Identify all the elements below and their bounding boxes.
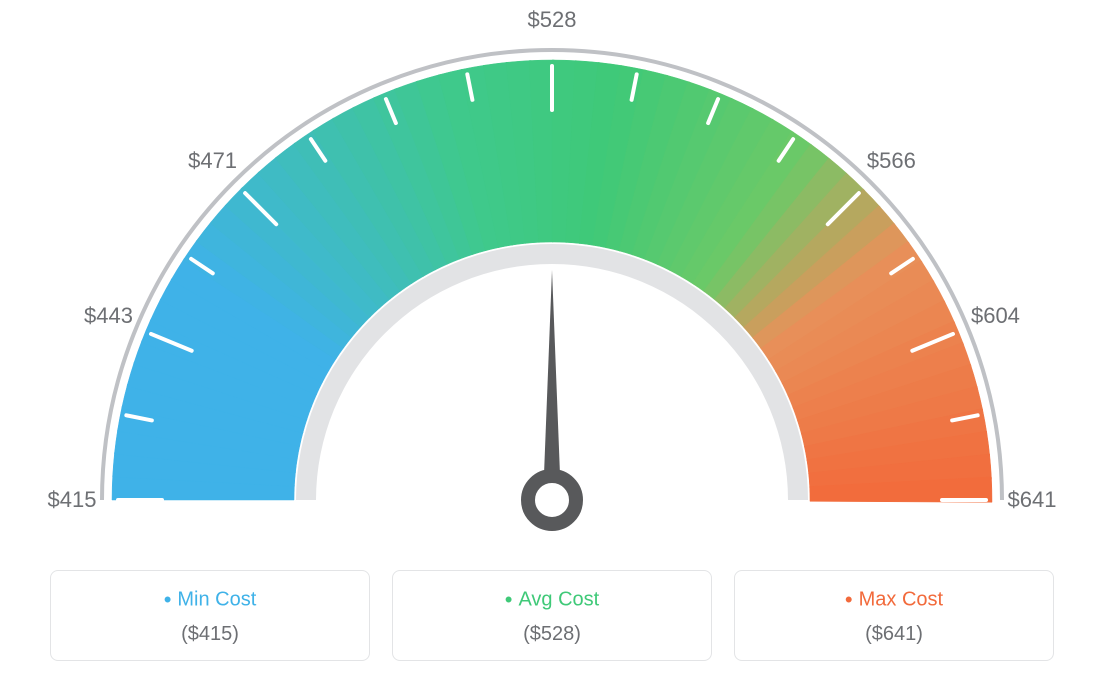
gauge-tick-label: $604 [971,303,1020,329]
gauge-tick-label: $471 [188,148,237,174]
legend-label-max: Max Cost [859,588,943,610]
legend-value-max: ($641) [745,623,1043,646]
legend-dot-avg: • [505,587,513,612]
legend-card-max: • Max Cost ($641) [734,570,1054,661]
legend-title-avg: •Avg Cost [403,587,701,613]
legend-label-min: Min Cost [177,588,256,610]
legend-row: •Min Cost ($415) •Avg Cost ($528) •Max C… [0,570,1104,661]
gauge-needle [543,270,561,500]
gauge-tick-label: $443 [84,303,133,329]
gauge-tick-label: $415 [48,487,97,513]
legend-dot-max: • [845,587,853,612]
legend-value-min: ($415) [61,623,359,646]
legend-dot-min: • [164,587,172,612]
gauge-tick-label: $641 [1008,487,1057,513]
legend-card-min: •Min Cost ($415) [50,570,370,661]
legend-value-avg: ($528) [403,623,701,646]
gauge-tick-label: $566 [867,148,916,174]
gauge-needle-hub [528,476,576,524]
gauge-tick-label: $528 [528,7,577,33]
legend-card-avg: •Avg Cost ($528) [392,570,712,661]
gauge-svg [0,0,1104,560]
legend-title-min: •Min Cost [61,587,359,613]
legend-label-avg: Avg Cost [518,588,599,610]
legend-title-max: • Max Cost [745,587,1043,613]
gauge-chart: $415 $443 $471 $528 $566 $604 $641 [0,0,1104,560]
